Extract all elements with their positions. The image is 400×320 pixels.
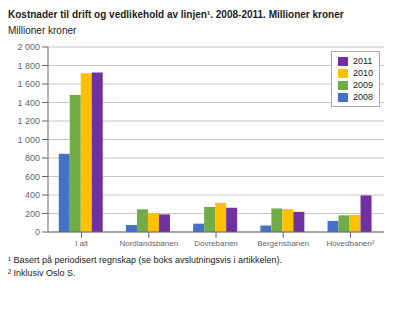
html-text:Millioner kroner: Millioner kroner: [8, 25, 77, 36]
svg-text:0: 0: [35, 227, 40, 237]
svg-text:200: 200: [25, 209, 40, 219]
svg-text:800: 800: [25, 153, 40, 163]
svg-text:Bergensbanen: Bergensbanen: [257, 239, 309, 248]
svg-text:I alt: I alt: [75, 239, 89, 248]
html-text:2010: 2010: [353, 68, 373, 78]
svg-text:1 800: 1 800: [17, 61, 40, 71]
svg-text:Dovrebanen: Dovrebanen: [194, 239, 238, 248]
html-text:² Inklusiv Oslo S.: ² Inklusiv Oslo S.: [8, 268, 76, 278]
svg-text:Nordlandsbanen: Nordlandsbanen: [119, 239, 178, 248]
html-text:Kostnader til drift og vedlike: Kostnader til drift og vedlikehold av li…: [8, 9, 344, 20]
svg-text:1 200: 1 200: [17, 116, 40, 126]
svg-text:2 000: 2 000: [17, 42, 40, 52]
html-text:2009: 2009: [353, 80, 373, 90]
svg-text:600: 600: [25, 172, 40, 182]
html-text:2008: 2008: [353, 92, 373, 102]
html-text:¹ Basert på periodisert regnsk: ¹ Basert på periodisert regnskap (se bok…: [8, 255, 283, 265]
html-text:2011: 2011: [353, 56, 373, 66]
svg-text:400: 400: [25, 190, 40, 200]
svg-text:1 000: 1 000: [17, 135, 40, 145]
svg-text:1 600: 1 600: [17, 79, 40, 89]
svg-text:1 400: 1 400: [17, 98, 40, 108]
svg-text:Hovedbanen²: Hovedbanen²: [326, 239, 374, 248]
